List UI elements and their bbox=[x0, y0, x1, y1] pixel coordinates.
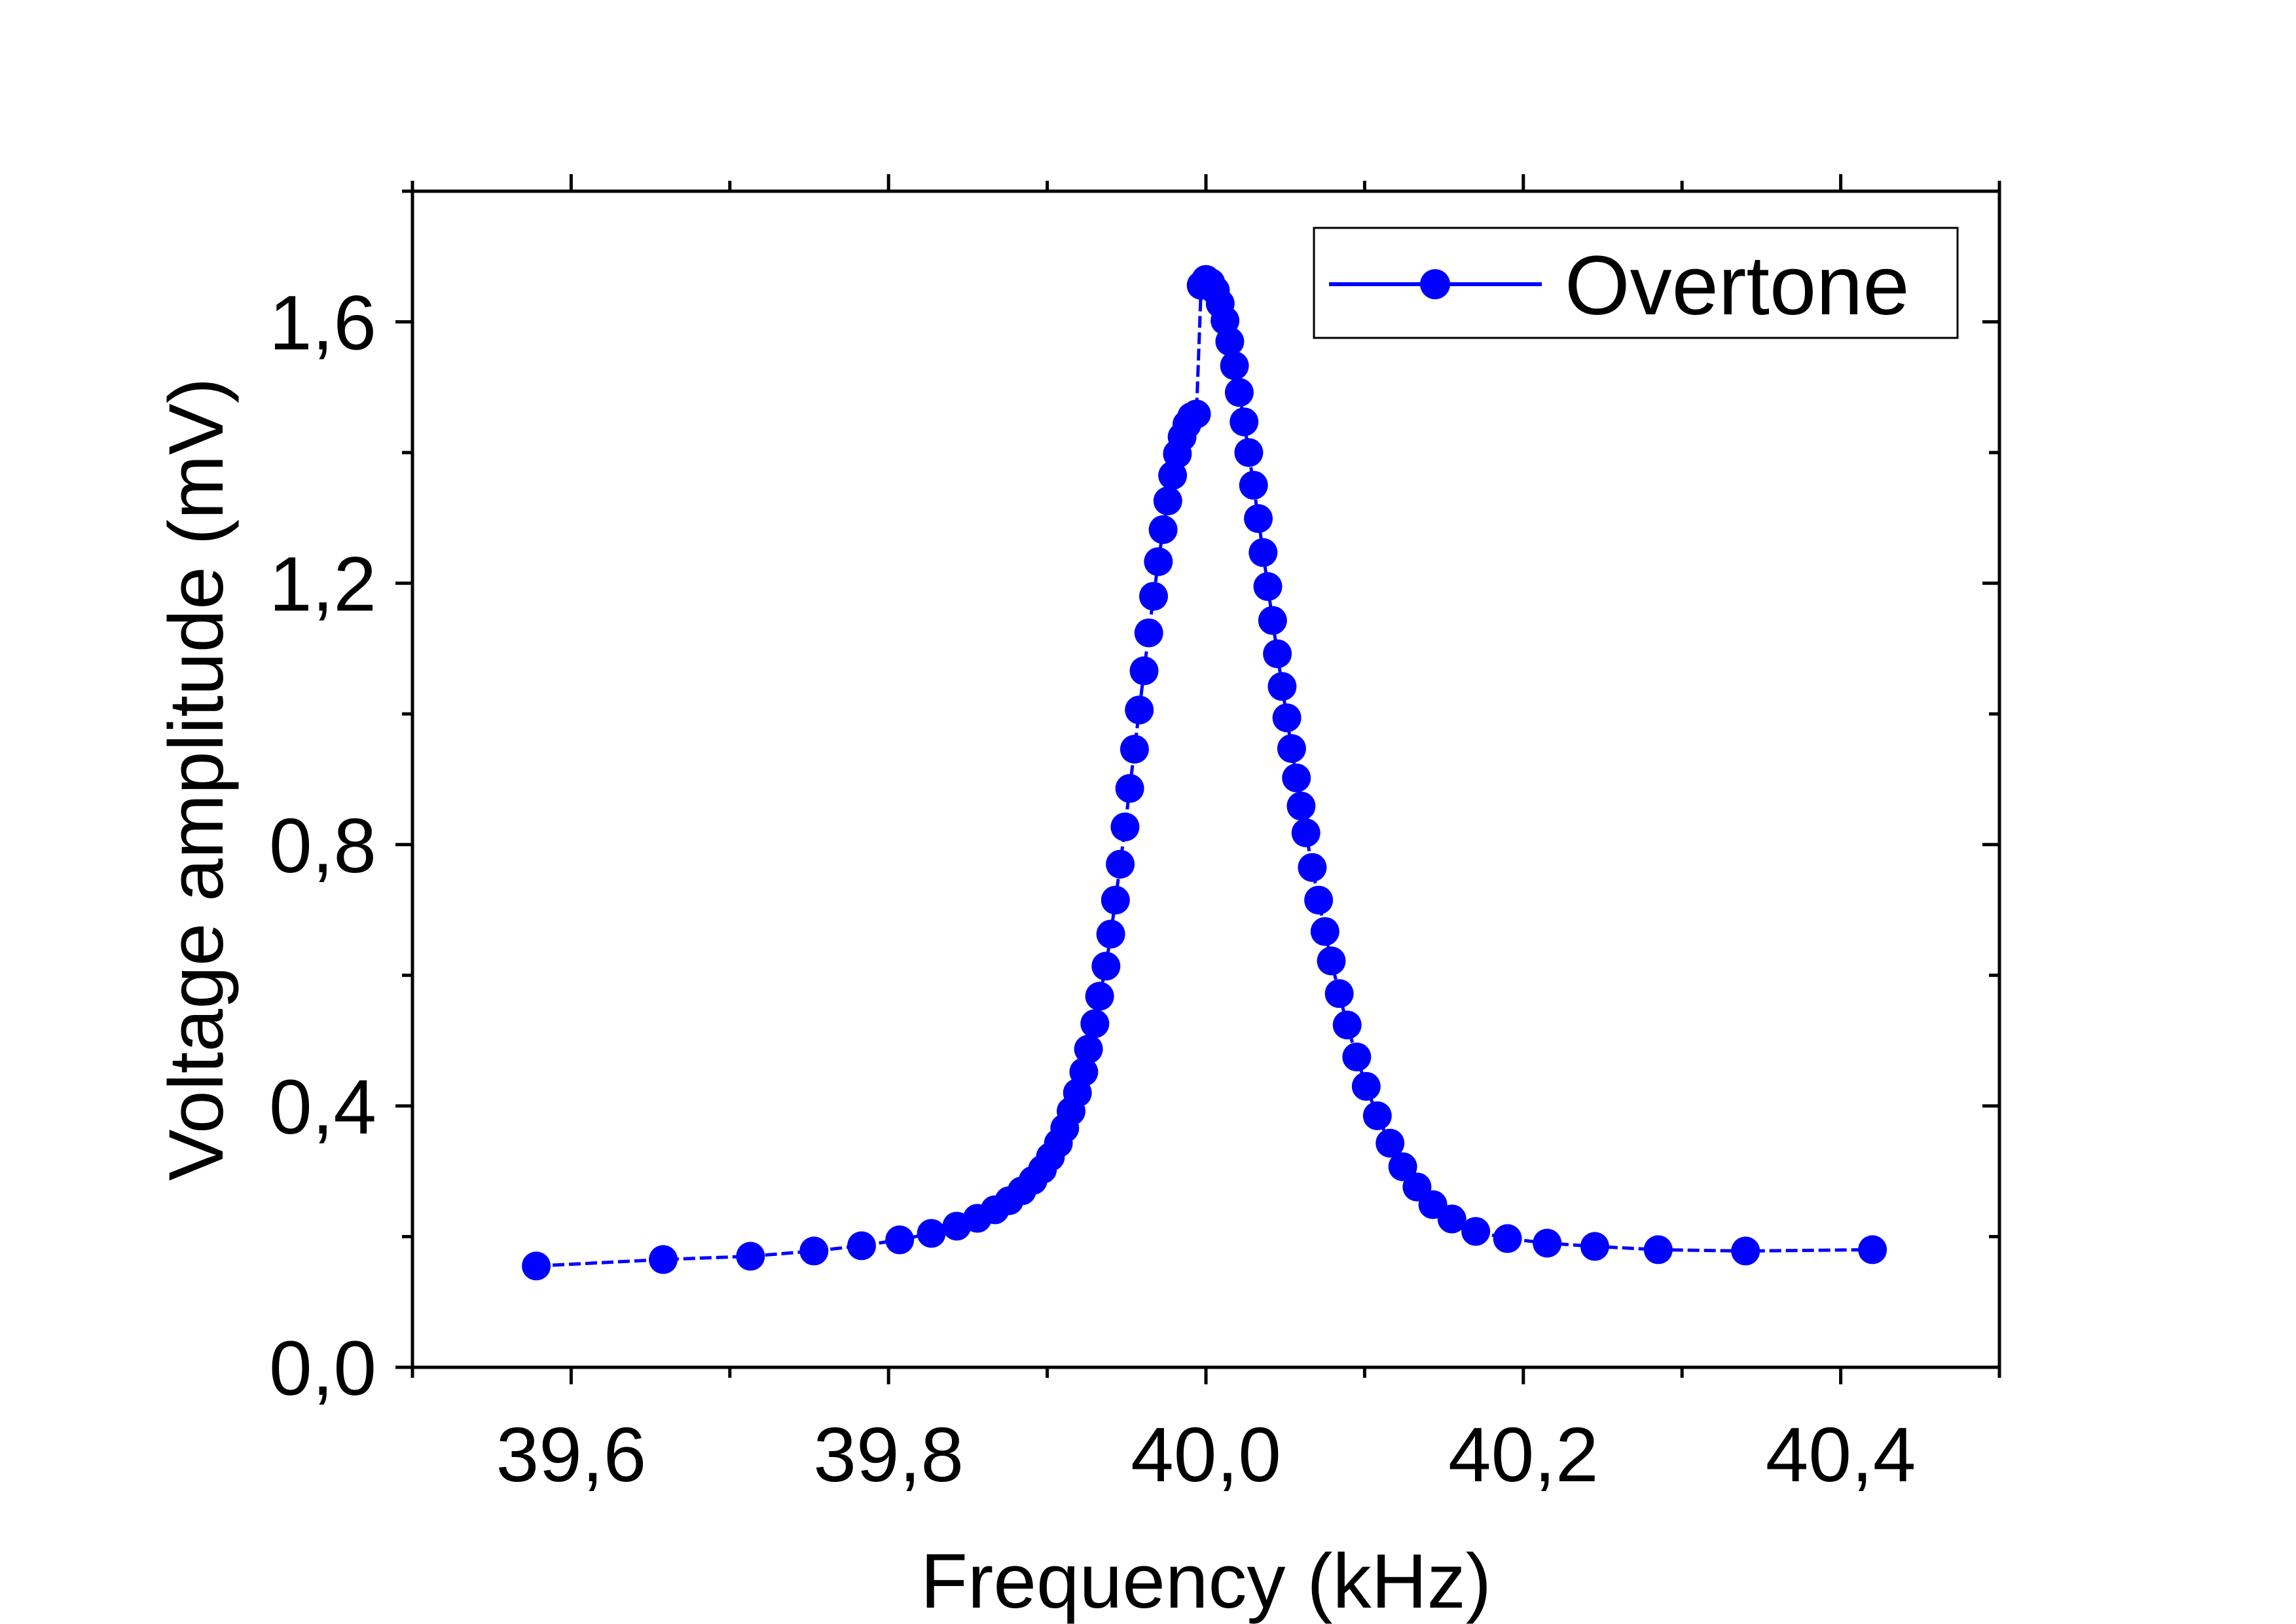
data-point bbox=[1580, 1232, 1609, 1261]
data-point bbox=[1230, 407, 1259, 437]
data-point bbox=[1267, 672, 1297, 701]
data-point bbox=[1239, 471, 1268, 500]
data-point bbox=[1282, 764, 1311, 792]
data-point bbox=[736, 1242, 765, 1271]
data-point bbox=[1106, 849, 1135, 879]
data-point bbox=[1234, 438, 1264, 468]
data-point bbox=[1493, 1224, 1522, 1253]
data-point bbox=[1153, 486, 1182, 515]
data-point bbox=[1115, 774, 1144, 803]
x-tick-label: 40,2 bbox=[1448, 1412, 1599, 1498]
data-point bbox=[1643, 1235, 1673, 1264]
data-point bbox=[1304, 885, 1334, 915]
data-point bbox=[1272, 703, 1302, 733]
data-point bbox=[1310, 917, 1339, 946]
data-point bbox=[1158, 461, 1188, 490]
y-tick-label: 0,8 bbox=[269, 803, 376, 889]
data-point bbox=[1096, 919, 1125, 949]
x-tick-label: 39,8 bbox=[813, 1412, 964, 1498]
data-point bbox=[1461, 1217, 1491, 1246]
data-point bbox=[1215, 327, 1245, 356]
y-tick-label: 1,2 bbox=[269, 542, 376, 628]
data-point bbox=[1286, 791, 1316, 821]
series-points-overtone bbox=[522, 265, 1887, 1281]
tick-labels: 39,6 39,8 40,0 40,2 40,4 0,0 0,4 0,8 1,2 1,6 bbox=[269, 280, 1916, 1498]
data-point bbox=[1253, 572, 1283, 601]
data-point bbox=[1085, 982, 1114, 1011]
data-point bbox=[1074, 1035, 1103, 1064]
data-point bbox=[1437, 1204, 1467, 1234]
data-point bbox=[1277, 734, 1306, 764]
data-point bbox=[522, 1251, 551, 1281]
data-point bbox=[1091, 951, 1121, 981]
x-tick-label: 40,4 bbox=[1766, 1412, 1916, 1498]
legend-label-overtone: Overtone bbox=[1565, 239, 1910, 333]
data-point bbox=[1144, 547, 1173, 576]
data-point bbox=[885, 1225, 915, 1255]
x-tick-label: 40,0 bbox=[1131, 1412, 1281, 1498]
data-point bbox=[1291, 818, 1321, 847]
y-tick-label: 0,0 bbox=[269, 1325, 376, 1412]
data-point bbox=[1342, 1043, 1372, 1072]
plot-frame bbox=[410, 189, 2001, 1369]
data-point bbox=[1351, 1072, 1381, 1101]
y-axis-title: Voltage amplitude (mV) bbox=[153, 378, 240, 1181]
data-point bbox=[1731, 1236, 1760, 1266]
data-point bbox=[799, 1236, 829, 1266]
data-point bbox=[1332, 1010, 1362, 1040]
data-point bbox=[1858, 1235, 1887, 1264]
data-point bbox=[1134, 618, 1163, 648]
series-line-overtone bbox=[536, 277, 1873, 1268]
data-point bbox=[1148, 515, 1178, 544]
data-point bbox=[1224, 378, 1254, 407]
data-point bbox=[1258, 606, 1287, 635]
data-point bbox=[1324, 979, 1354, 1008]
x-axis-title: Frequency (kHz) bbox=[920, 1538, 1491, 1624]
data-point bbox=[1388, 1152, 1417, 1181]
data-point bbox=[1125, 695, 1154, 725]
data-point bbox=[1263, 639, 1292, 669]
x-tick-label: 39,6 bbox=[496, 1412, 647, 1498]
data-point bbox=[1139, 581, 1168, 611]
data-point bbox=[1376, 1128, 1405, 1158]
data-point bbox=[1317, 946, 1346, 976]
data-point bbox=[1080, 1009, 1110, 1039]
y-tick-label: 1,6 bbox=[269, 280, 376, 367]
data-point bbox=[1110, 812, 1140, 841]
data-point bbox=[649, 1245, 678, 1274]
data-point bbox=[917, 1219, 946, 1248]
legend-marker bbox=[1420, 269, 1450, 299]
data-point bbox=[847, 1231, 876, 1261]
data-point bbox=[1129, 656, 1159, 686]
y-tick-label: 0,4 bbox=[269, 1064, 376, 1151]
data-point bbox=[1298, 853, 1327, 882]
axis-ticks bbox=[395, 174, 2001, 1384]
data-point bbox=[1248, 538, 1278, 567]
data-point bbox=[1101, 885, 1130, 915]
legend: Overtone bbox=[1313, 227, 1959, 339]
data-point bbox=[1244, 504, 1273, 533]
data-point bbox=[1120, 735, 1149, 764]
data-point bbox=[1533, 1228, 1562, 1258]
data-point bbox=[1069, 1058, 1099, 1086]
data-point bbox=[1362, 1101, 1392, 1130]
data-point bbox=[1220, 351, 1249, 380]
data-point bbox=[1182, 399, 1211, 429]
